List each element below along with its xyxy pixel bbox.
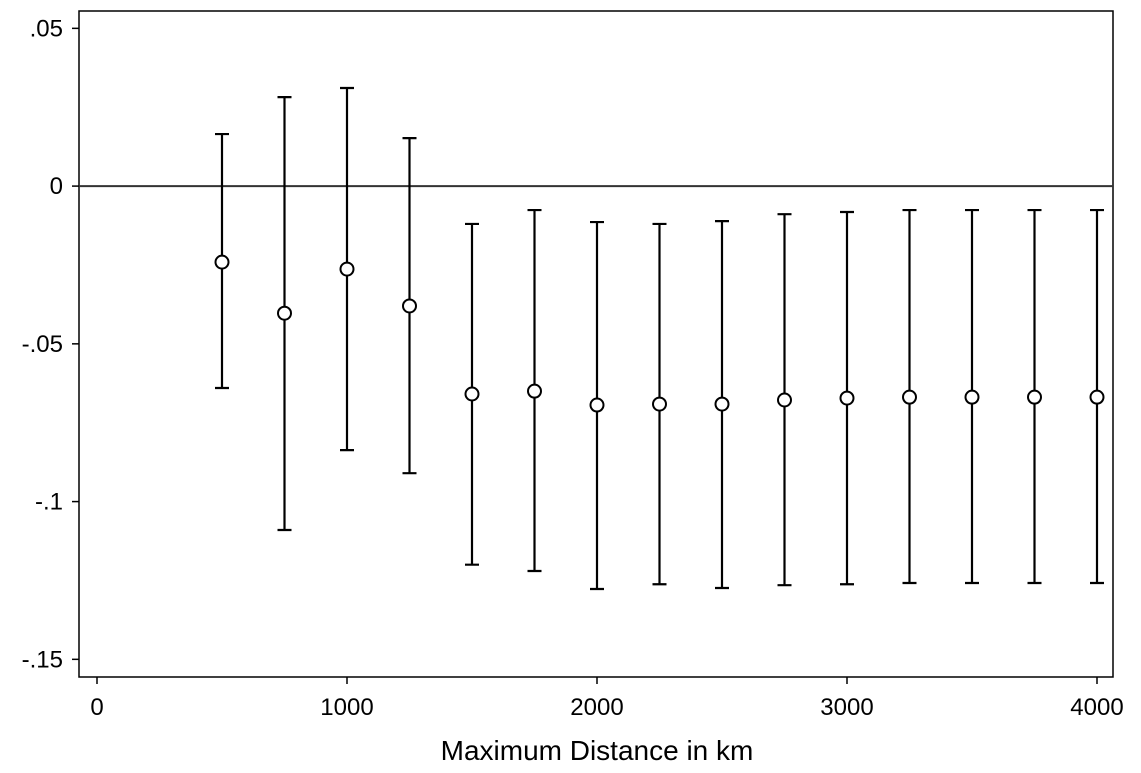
- point: [652, 396, 667, 412]
- point: [1089, 389, 1105, 405]
- y-tick-label: .05: [30, 15, 63, 42]
- point: [902, 389, 917, 405]
- point: [339, 261, 355, 277]
- x-tick-label: 4000: [1070, 694, 1123, 721]
- point: [214, 254, 230, 270]
- y-tick-label: 0: [50, 173, 63, 200]
- point: [839, 390, 855, 406]
- point: [589, 397, 605, 413]
- point: [714, 396, 730, 412]
- x-tick-label: 3000: [820, 694, 873, 721]
- x-tick-label: 2000: [570, 694, 623, 721]
- point: [1027, 389, 1042, 405]
- point: [402, 298, 417, 314]
- point: [777, 392, 792, 408]
- y-tick-label: -.15: [22, 646, 63, 673]
- point: [464, 386, 480, 402]
- x-tick-label: 1000: [320, 694, 373, 721]
- point: [964, 389, 980, 405]
- point: [277, 305, 292, 321]
- y-tick-label: -.1: [35, 489, 63, 516]
- x-axis-label: Maximum Distance in km: [441, 735, 754, 766]
- x-tick-label: 0: [90, 694, 103, 721]
- y-tick-label: -.05: [22, 331, 63, 358]
- point: [527, 383, 542, 399]
